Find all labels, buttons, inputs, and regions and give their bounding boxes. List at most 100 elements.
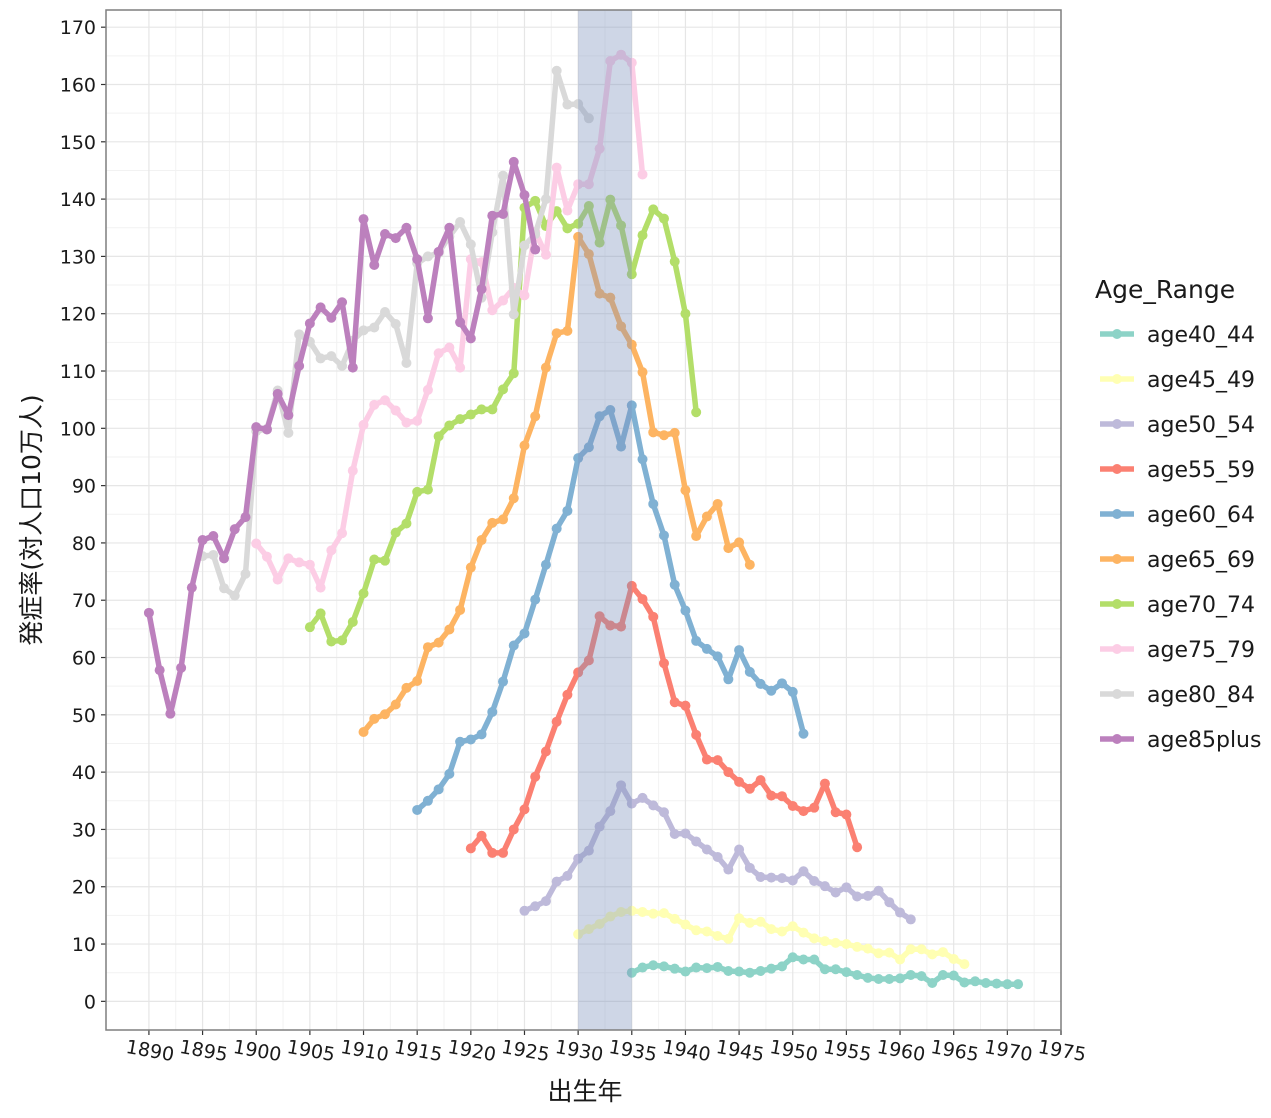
- point: [658, 530, 669, 541]
- point: [326, 636, 337, 647]
- point: [304, 559, 315, 570]
- point: [519, 628, 530, 639]
- point: [594, 237, 605, 248]
- y-tick-label: 80: [72, 533, 96, 555]
- point: [465, 409, 476, 420]
- point: [498, 295, 509, 306]
- point: [852, 842, 863, 853]
- point: [358, 325, 369, 336]
- point: [734, 645, 745, 656]
- point: [680, 966, 691, 977]
- point: [744, 967, 755, 978]
- point: [530, 411, 541, 422]
- point: [841, 809, 852, 820]
- point: [551, 876, 562, 887]
- point: [369, 713, 380, 724]
- point: [637, 962, 648, 973]
- point: [809, 933, 820, 944]
- y-tick-label: 160: [60, 74, 96, 96]
- y-tick-label: 100: [60, 418, 96, 440]
- point: [798, 806, 809, 817]
- point: [895, 973, 906, 984]
- point: [433, 348, 444, 359]
- legend-label: age85plus: [1147, 728, 1261, 753]
- legend-key: [1112, 554, 1122, 564]
- point: [798, 728, 809, 739]
- point: [540, 559, 551, 570]
- point: [959, 977, 970, 988]
- point: [583, 442, 594, 453]
- point: [605, 911, 616, 922]
- point: [787, 800, 798, 811]
- point: [390, 233, 401, 244]
- point: [422, 484, 433, 495]
- point: [626, 339, 637, 350]
- point: [551, 162, 562, 173]
- point: [723, 767, 734, 778]
- point: [787, 875, 798, 886]
- point: [701, 844, 712, 855]
- point: [744, 559, 755, 570]
- point: [648, 611, 659, 622]
- point: [261, 424, 272, 435]
- point: [476, 404, 487, 415]
- point: [701, 511, 712, 522]
- point: [712, 961, 723, 972]
- point: [358, 727, 369, 738]
- legend-key: [1112, 329, 1122, 339]
- legend-key: [1112, 509, 1122, 519]
- legend-key: [1112, 464, 1122, 474]
- point: [540, 194, 551, 205]
- point: [626, 905, 637, 916]
- legend-label: age45_49: [1147, 368, 1255, 393]
- point: [433, 784, 444, 795]
- point: [701, 754, 712, 765]
- point: [358, 214, 369, 225]
- point: [594, 918, 605, 929]
- point: [701, 643, 712, 654]
- point: [637, 230, 648, 241]
- point: [777, 873, 788, 884]
- point: [691, 729, 702, 740]
- y-tick-label: 20: [72, 877, 96, 899]
- point: [862, 972, 873, 983]
- point: [401, 518, 412, 529]
- point: [583, 179, 594, 190]
- point: [712, 931, 723, 942]
- point: [476, 535, 487, 546]
- point: [261, 551, 272, 562]
- point: [573, 231, 584, 242]
- point: [798, 927, 809, 938]
- point: [594, 143, 605, 154]
- point: [508, 309, 519, 320]
- point: [487, 404, 498, 415]
- point: [455, 317, 466, 328]
- point: [680, 700, 691, 711]
- point: [508, 368, 519, 379]
- point: [390, 699, 401, 710]
- point: [830, 807, 841, 818]
- point: [991, 978, 1002, 989]
- point: [648, 427, 659, 438]
- point: [691, 407, 702, 418]
- point: [980, 978, 991, 989]
- point: [240, 568, 251, 579]
- point: [390, 405, 401, 416]
- point: [283, 410, 294, 421]
- point: [455, 362, 466, 373]
- point: [1002, 979, 1013, 990]
- point: [551, 65, 562, 76]
- point: [895, 907, 906, 918]
- point: [573, 453, 584, 464]
- point: [229, 524, 240, 535]
- point: [390, 319, 401, 330]
- point: [508, 640, 519, 651]
- point: [734, 537, 745, 548]
- y-tick-label: 90: [72, 476, 96, 498]
- point: [143, 607, 154, 618]
- point: [937, 947, 948, 958]
- point: [637, 454, 648, 465]
- point: [841, 939, 852, 950]
